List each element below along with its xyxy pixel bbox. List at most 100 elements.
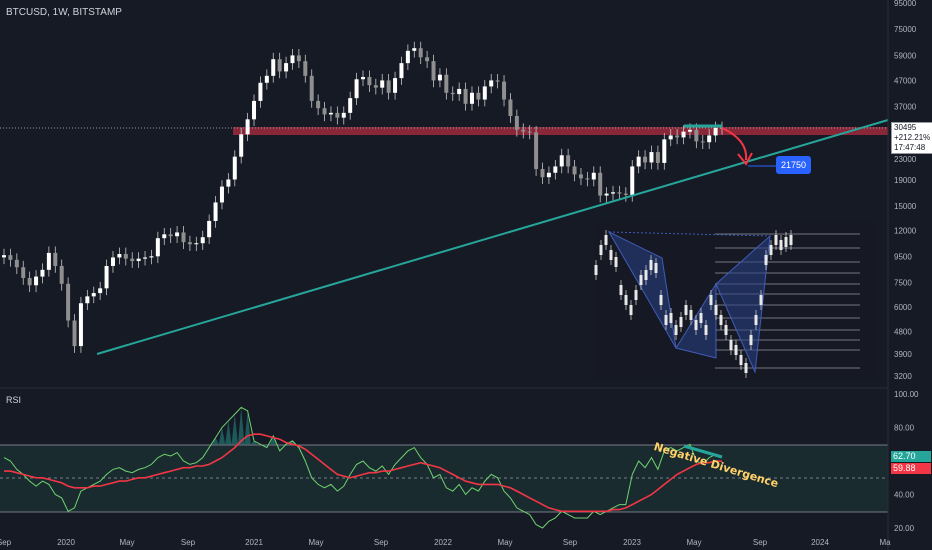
candle-body	[316, 100, 321, 109]
candle-body	[232, 156, 237, 180]
inset-candle-body	[694, 320, 698, 330]
price-tick-label: 7500	[894, 278, 912, 287]
candle-body	[373, 85, 378, 88]
candle-body	[553, 166, 558, 173]
time-tick-label: 2020	[57, 538, 75, 547]
candle-body	[328, 112, 333, 115]
time-axis: Sep 2020 May Sep 2021 May Sep 2022 May Sep 2023 May…	[0, 538, 891, 547]
inset-candle-body	[689, 310, 693, 320]
time-tick-label: May	[497, 538, 512, 547]
rsi-ma-line	[4, 433, 723, 513]
inset-fib-levels	[715, 233, 860, 369]
candle-body	[508, 99, 513, 117]
time-tick-label: 2023	[623, 538, 641, 547]
candle-body	[405, 50, 410, 64]
inset-candle-body	[709, 295, 713, 305]
inset-candle-body	[604, 235, 608, 245]
candle-body	[53, 252, 58, 266]
candle-body	[534, 132, 539, 170]
time-tick-label: May	[119, 538, 134, 547]
inset-candle-body	[644, 270, 648, 280]
candle-body	[713, 127, 718, 136]
candle-body	[252, 100, 257, 120]
candle-body	[98, 288, 103, 294]
candle-body	[662, 139, 667, 163]
candle-body	[258, 82, 263, 101]
candle-body	[27, 277, 32, 286]
candle-body	[514, 116, 519, 130]
inset-candle-body	[744, 363, 748, 373]
candle-body	[559, 155, 564, 167]
candle-body	[386, 80, 391, 93]
inset-pattern-left	[607, 230, 677, 349]
inset-candle-body	[789, 235, 793, 245]
candle-body	[636, 156, 641, 167]
candle-body	[463, 88, 468, 104]
candle-body	[649, 152, 654, 163]
candle-body	[290, 55, 295, 64]
inset-candle-body	[749, 335, 753, 345]
target-label[interactable]: 21750	[776, 156, 811, 174]
price-tick-label: 9500	[894, 252, 912, 261]
candle-body	[655, 152, 660, 163]
candle-body	[425, 57, 430, 62]
price-tick-label: 75000	[894, 25, 917, 34]
candle-body	[469, 92, 474, 104]
candle-body	[572, 166, 577, 175]
price-tick-label: 15000	[894, 202, 917, 211]
candle-body	[681, 131, 686, 138]
candle-body	[335, 112, 340, 118]
resistance-zone	[233, 127, 888, 135]
rsi-axis: 100.00 80.00 40.00 20.00	[894, 390, 919, 533]
candle-body	[78, 303, 83, 347]
rsi-tick-label: 80.00	[894, 424, 915, 433]
price-tick-label: 3900	[894, 350, 912, 359]
rsi-divergence-line	[683, 444, 723, 459]
inset-candle-body	[769, 245, 773, 255]
candle-body	[155, 238, 160, 257]
candle-body	[502, 81, 507, 100]
candle-body	[367, 76, 372, 86]
inset-pattern-chart	[594, 218, 878, 380]
inset-candles	[594, 230, 793, 378]
candle-body	[521, 129, 526, 132]
time-tick-label: Sep	[563, 538, 578, 547]
candle-body	[303, 61, 308, 76]
candle-body	[123, 254, 128, 259]
candle-body	[85, 296, 90, 304]
candle-body	[700, 141, 705, 143]
price-tick-label: 23000	[894, 155, 917, 164]
inset-candle-body	[719, 315, 723, 325]
candle-body	[40, 269, 45, 277]
inset-candle-body	[684, 305, 688, 315]
candle-body	[110, 257, 115, 266]
projection-arrow-head	[737, 152, 753, 166]
time-tick-label: Sep	[374, 538, 389, 547]
candle-body	[162, 234, 167, 239]
inset-candle-body	[734, 345, 738, 355]
time-tick-label: May	[686, 538, 701, 547]
inset-candle-body	[764, 255, 768, 265]
candle-body	[2, 255, 6, 258]
price-candles	[2, 41, 724, 353]
inset-candle-body	[634, 290, 638, 300]
candle-body	[14, 259, 19, 268]
candle-body	[623, 193, 628, 195]
time-tick-label: Sep	[0, 538, 12, 547]
candle-body	[239, 134, 244, 157]
candle-body	[194, 243, 199, 245]
time-tick-label: Ma	[879, 538, 891, 547]
candle-body	[437, 74, 442, 81]
inset-candle-body	[774, 235, 778, 245]
candle-body	[322, 108, 327, 115]
candle-body	[687, 129, 692, 132]
rsi-ma-value-tag: 59.88	[891, 463, 931, 474]
candle-body	[431, 61, 436, 81]
last-price: 30495	[894, 123, 917, 132]
candle-body	[181, 232, 186, 243]
candle-body	[46, 252, 51, 270]
candle-body	[611, 192, 616, 194]
trendline	[96, 119, 889, 355]
candle-body	[457, 88, 462, 95]
